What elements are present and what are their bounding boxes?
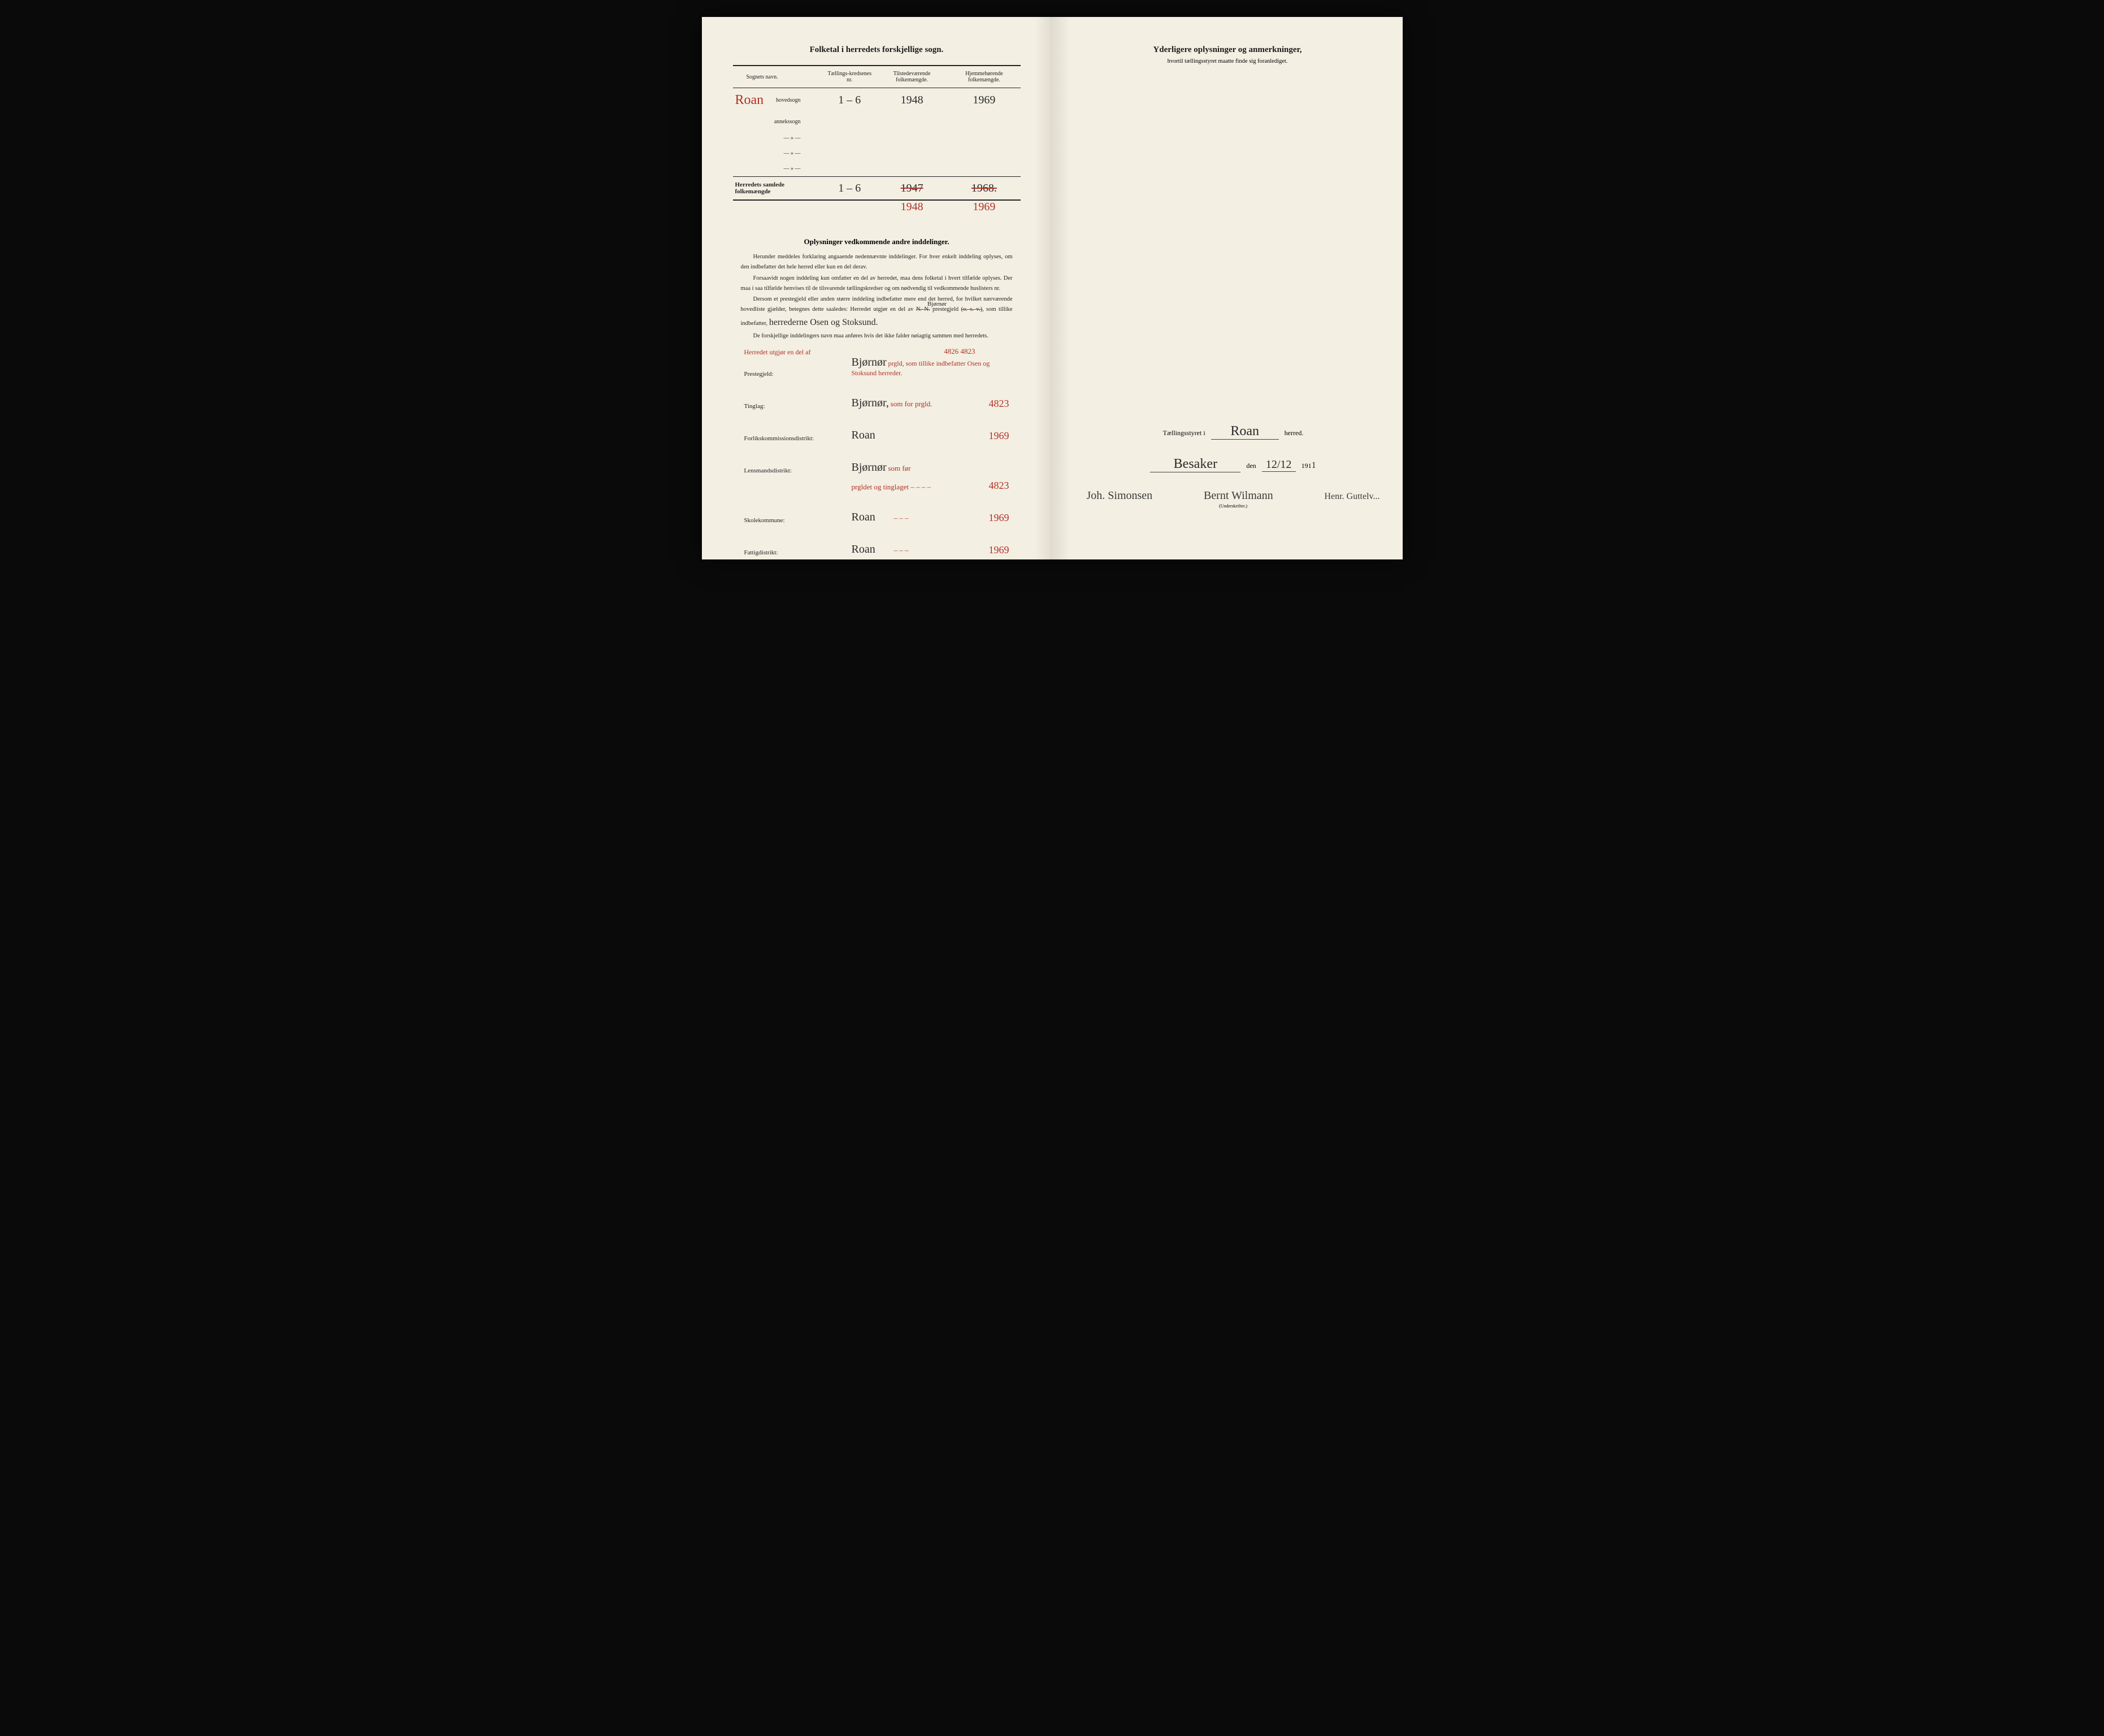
sig-lead: Tællingsstyret i — [1163, 429, 1205, 437]
preste-nums: 4826 4823 — [944, 347, 975, 356]
detail-prestegjeld: Herredet utgjør en del af 4826 4823 Pres… — [744, 356, 1009, 377]
hand-insert: herrederne Osen og Stoksund. — [769, 318, 878, 327]
detail-skole: Skolekommune: Roan – – – 1969 — [744, 511, 1009, 524]
sig-date: 12/12 — [1266, 458, 1292, 471]
sogn-name: Roan — [735, 93, 764, 107]
total-present-corr: 1948 — [901, 201, 923, 213]
detail-lensmand: Lensmandsdistrikt: Bjørnør som før — [744, 461, 1009, 474]
table-row: annekssogn — [733, 112, 1021, 131]
sig-herred: Roan — [1230, 424, 1259, 439]
preste-note: Herredet utgjør en del af — [744, 348, 811, 357]
skole-dash: – – – — [893, 514, 908, 522]
signature: Joh. Simonsen — [1087, 489, 1153, 502]
sig-names-row: Joh. Simonsen Bernt Wilmann Henr. Guttel… — [1087, 489, 1380, 502]
detail-label: Fattigdistrikt: — [744, 549, 852, 556]
sig-date-line: Besaker den 12/12 1911 — [1087, 457, 1380, 472]
para2: Forsaavidt nogen inddeling kun omfatter … — [741, 274, 1013, 294]
total-label: Herredets samlede folkemængde — [733, 177, 823, 201]
sig-place: Besaker — [1174, 457, 1217, 471]
lens-tail: som før — [888, 464, 910, 472]
present-val: 1948 — [901, 94, 923, 106]
detail-label: Prestegjeld: — [744, 371, 852, 377]
underskrifter-label: (Underskrifter.) — [1087, 504, 1380, 509]
resident-val: 1969 — [973, 94, 995, 106]
total-resident-corr: 1969 — [973, 201, 995, 213]
table-row: Roan hovedsogn 1 – 6 1948 1969 — [733, 88, 1021, 113]
document-spread: Folketal i herredets forskjellige sogn. … — [702, 17, 1403, 559]
left-subtitle: Oplysninger vedkommende andre inddelinge… — [733, 237, 1021, 246]
right-header: Yderligere oplysninger og anmerkninger, … — [1084, 45, 1372, 64]
signature-block: Tællingsstyret i Roan herred. Besaker de… — [1087, 424, 1380, 509]
th-resident: Hjemmehørende folkemængde. — [948, 66, 1020, 88]
para1: Herunder meddeles forklaring angaaende n… — [741, 252, 1013, 272]
detail-fattig: Fattigdistrikt: Roan – – – 1969 — [744, 543, 1009, 556]
right-title: Yderligere oplysninger og anmerkninger, — [1084, 45, 1372, 55]
para3: Dersom et prestegjeld eller anden større… — [741, 294, 1013, 330]
skole-value: Roan — [852, 511, 875, 523]
sig-year-last: 1 — [1312, 461, 1316, 470]
sig-den: den — [1246, 462, 1256, 470]
table-total-row: Herredets samlede folkemængde 1 – 6 1947… — [733, 177, 1021, 201]
population-table: Sognets navn. Tællings-kredsenes nr. Til… — [733, 65, 1021, 218]
right-subtitle: hvortil tællingsstyret maatte finde sig … — [1084, 58, 1372, 64]
forlik-value: Roan — [852, 429, 875, 441]
sig-year-prefix: 191 — [1302, 462, 1312, 470]
preste-value: Bjørnør — [852, 356, 887, 368]
lens-value: Bjørnør — [852, 461, 887, 474]
total-kreds: 1 – 6 — [838, 182, 861, 194]
lens-below: prgldet og tinglaget – – – – — [852, 483, 983, 492]
signature: Henr. Guttelv... — [1324, 492, 1379, 502]
total-resident-struck: 1968. — [971, 182, 997, 194]
detail-label: Tinglag: — [744, 403, 852, 410]
fattig-value: Roan — [852, 543, 875, 555]
detail-block: Herredet utgjør en del af 4826 4823 Pres… — [744, 356, 1009, 556]
left-page: Folketal i herredets forskjellige sogn. … — [702, 17, 1052, 559]
sogn-sub: annekssogn — [768, 112, 823, 131]
th-present: Tilstedeværende folkemængde. — [876, 66, 948, 88]
sogn-sub: hovedsogn — [768, 88, 823, 113]
detail-label: Lensmandsdistrikt: — [744, 467, 852, 474]
sig-herred-line: Tællingsstyret i Roan herred. — [1087, 424, 1380, 440]
ting-tail: som for prgld. — [891, 400, 932, 408]
para4: De forskjellige inddelingers navn maa an… — [741, 331, 1013, 341]
detail-forlik: Forlikskommissionsdistrikt: Roan 1969 — [744, 429, 1009, 442]
th-name: Sognets navn. — [733, 66, 823, 88]
sig-trail: herred. — [1285, 429, 1304, 437]
skole-num: 1969 — [989, 512, 1009, 524]
forlik-num: 1969 — [989, 430, 1009, 442]
lens-num: 4823 — [989, 480, 1009, 492]
th-kreds: Tællings-kredsenes nr. — [823, 66, 875, 88]
fattig-num: 1969 — [989, 544, 1009, 556]
detail-label: Forlikskommissionsdistrikt: — [744, 435, 852, 442]
total-present-struck: 1947 — [901, 182, 923, 194]
left-title: Folketal i herredets forskjellige sogn. — [733, 45, 1021, 55]
detail-lensmand-below: prgldet og tinglaget – – – – 4823 — [744, 480, 1009, 492]
ting-num: 4823 — [989, 398, 1009, 410]
detail-label: Skolekommune: — [744, 517, 852, 524]
ting-value: Bjørnør, — [852, 397, 889, 409]
right-page: Yderligere oplysninger og anmerkninger, … — [1052, 17, 1403, 559]
struck-osv: (o. s. v.) — [961, 306, 983, 313]
signature: Bernt Wilmann — [1204, 489, 1273, 502]
fattig-dash: – – – — [893, 546, 908, 554]
detail-tinglag: Tinglag: Bjørnør, som for prgld. 4823 — [744, 397, 1009, 410]
insert-above: Bjørnør — [915, 299, 947, 310]
kreds-val: 1 – 6 — [838, 94, 861, 106]
